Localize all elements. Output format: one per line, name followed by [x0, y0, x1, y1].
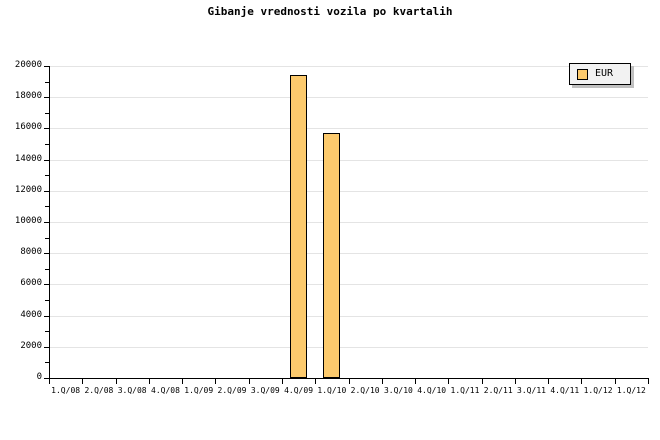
y-axis-tick	[44, 190, 49, 192]
x-axis-tick	[249, 379, 250, 384]
chart-title: Gibanje vrednosti vozila po kvartalih	[207, 5, 453, 18]
x-axis-tick	[415, 379, 416, 384]
y-axis-tick	[44, 97, 49, 99]
y-axis-tick	[44, 378, 49, 379]
x-axis-tick	[581, 379, 582, 384]
x-axis-tick	[648, 379, 649, 384]
gridline	[49, 97, 648, 99]
x-axis-tick-label: 1.Q/09	[184, 386, 214, 395]
legend-label-eur: EUR	[595, 68, 614, 79]
y-axis-tick	[44, 66, 49, 67]
y-axis-tick	[44, 159, 49, 161]
y-axis-tick-label: 0	[36, 372, 42, 382]
x-axis-tick-label: 2.Q/08	[84, 386, 114, 395]
x-axis-tick	[315, 379, 316, 384]
legend[interactable]: EUR	[569, 63, 631, 85]
y-axis-tick-label: 18000	[14, 91, 42, 102]
x-axis-tick-label: 4.Q/10	[417, 386, 447, 395]
y-axis-tick-label: 10000	[14, 216, 42, 226]
gridline	[49, 66, 648, 67]
x-axis-tick-label: 3.Q/08	[117, 386, 147, 395]
x-axis-tick-label: 4.Q/09	[284, 386, 314, 395]
x-axis-tick-label: 3.Q/11	[517, 386, 546, 395]
y-axis-minor-tick	[45, 175, 49, 177]
bar[interactable]	[290, 74, 308, 378]
y-axis-minor-tick	[45, 112, 49, 114]
x-axis-line	[49, 378, 649, 379]
gridline	[49, 190, 648, 192]
y-axis-tick	[44, 315, 49, 317]
y-axis-minor-tick	[45, 300, 49, 301]
y-axis-line	[49, 66, 50, 379]
gridline	[49, 159, 648, 161]
y-axis-tick	[44, 284, 49, 286]
x-axis-tick	[282, 379, 283, 384]
y-axis-tick	[44, 128, 49, 130]
x-axis-tick	[349, 379, 350, 384]
x-axis-tick	[515, 379, 516, 384]
y-axis-tick-label: 8000	[20, 247, 42, 258]
gridline	[49, 284, 648, 286]
x-axis-tick-label: 2.Q/09	[217, 386, 247, 395]
x-axis-tick	[482, 379, 483, 384]
x-axis-tick-label: 3.Q/09	[250, 386, 280, 395]
x-axis-tick-label: 1.Q/08	[51, 386, 81, 395]
gridline	[49, 253, 648, 255]
x-axis-tick	[49, 379, 50, 384]
y-axis-minor-tick	[45, 237, 49, 239]
y-axis-tick-label: 6000	[20, 278, 42, 289]
y-axis-minor-tick	[45, 81, 49, 83]
x-axis-tick-label: 4.Q/08	[151, 386, 180, 395]
x-axis-tick-label: 2.Q/11	[483, 386, 513, 395]
x-axis-tick-label: 1.Q/12	[616, 386, 646, 395]
x-axis-tick	[382, 379, 383, 384]
x-axis-tick	[182, 379, 183, 384]
y-axis-tick-label: 14000	[14, 153, 42, 164]
x-axis-tick	[448, 379, 449, 384]
x-axis-tick	[82, 379, 83, 384]
y-axis-minor-tick	[45, 144, 49, 145]
gridline	[49, 222, 648, 223]
plot-area	[49, 66, 648, 378]
x-axis-tick	[116, 379, 117, 384]
gridline	[49, 128, 648, 130]
y-axis-minor-tick	[45, 206, 49, 208]
x-axis-tick	[548, 379, 549, 384]
x-axis-tick-label: 4.Q/11	[550, 386, 580, 395]
x-axis-tick	[215, 379, 216, 384]
y-axis-tick	[44, 346, 49, 348]
gridline	[49, 315, 648, 317]
x-axis-tick	[615, 379, 616, 384]
y-axis-tick	[44, 222, 49, 223]
x-axis-tick-label: 3.Q/10	[383, 386, 413, 395]
x-axis-tick	[149, 379, 150, 384]
y-axis-minor-tick	[45, 268, 49, 270]
x-axis-tick-label: 1.Q/10	[317, 386, 347, 395]
bar[interactable]	[323, 133, 341, 378]
x-axis-tick-label: 1.Q/11	[450, 386, 480, 395]
y-axis-tick-label: 4000	[20, 309, 42, 320]
y-axis-minor-tick	[45, 331, 49, 333]
y-axis-tick-label: 20000	[14, 60, 42, 70]
x-axis-tick-label: 1.Q/12	[583, 386, 613, 395]
y-axis-tick-label: 12000	[14, 184, 42, 195]
y-axis-tick-label: 16000	[14, 122, 42, 133]
x-axis-tick-label: 2.Q/10	[350, 386, 380, 395]
gridline	[49, 346, 648, 348]
y-axis-tick	[44, 253, 49, 255]
y-axis-tick-label: 2000	[20, 340, 42, 351]
legend-swatch-eur	[577, 69, 588, 80]
y-axis-minor-tick	[45, 362, 49, 364]
